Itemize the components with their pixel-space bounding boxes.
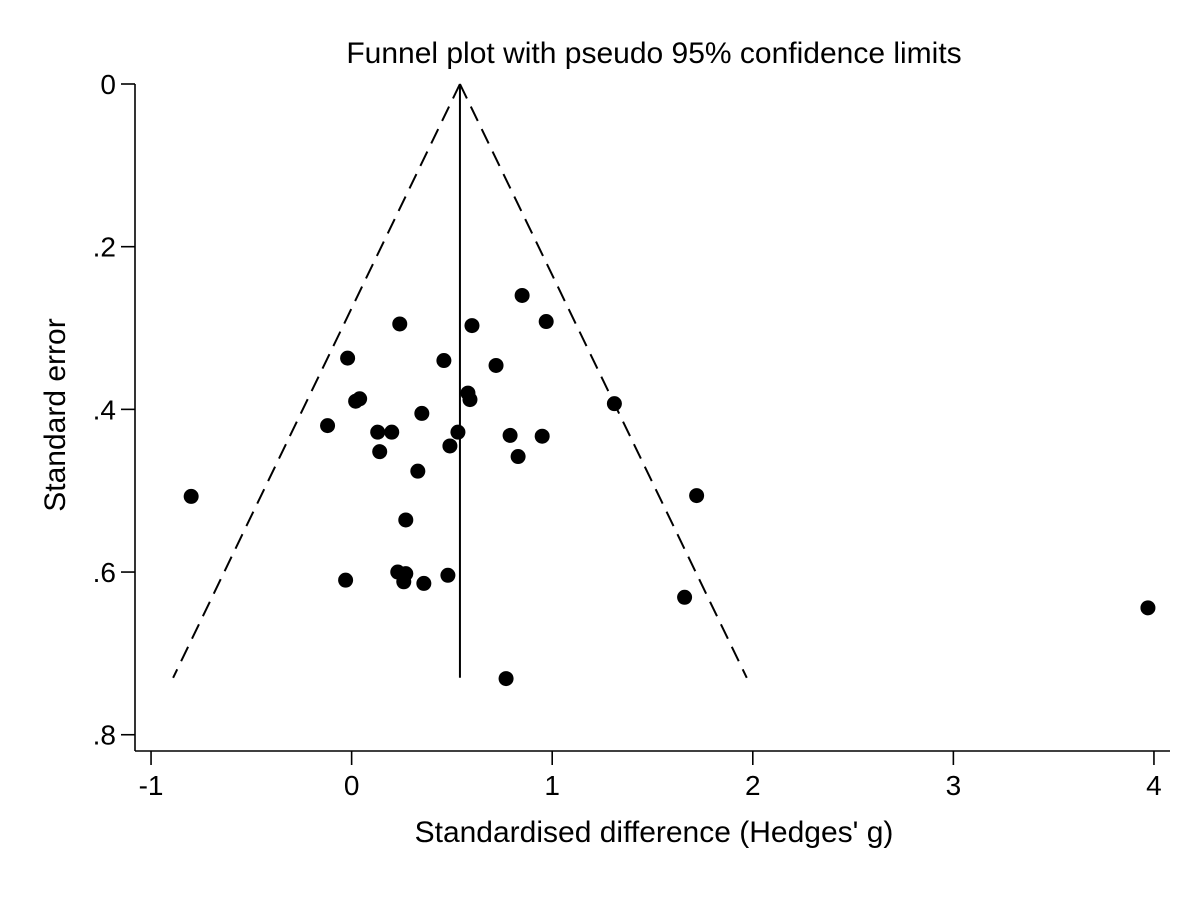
data-point — [396, 574, 412, 590]
data-point — [510, 449, 526, 465]
y-tick-label: .2 — [93, 232, 116, 263]
data-point — [320, 418, 336, 434]
x-tick-label: 2 — [745, 770, 761, 801]
axes: -1 0 1 2 3 4 0 .2 .4 .6 .8 — [93, 69, 1170, 801]
y-tick-label: .4 — [93, 394, 116, 425]
x-tick-label: 0 — [344, 770, 360, 801]
x-tick-label: 1 — [544, 770, 560, 801]
data-point — [370, 424, 386, 440]
data-point — [689, 488, 705, 504]
data-point — [464, 318, 480, 334]
data-point — [502, 427, 518, 443]
data-point — [442, 438, 458, 454]
data-point — [606, 396, 622, 412]
data-point — [677, 589, 693, 605]
data-point — [384, 424, 400, 440]
data-point — [416, 575, 432, 591]
y-tick-label: .6 — [93, 557, 116, 588]
x-axis-label: Standardised difference (Hedges' g) — [415, 816, 894, 849]
x-tick-label: -1 — [139, 770, 164, 801]
data-point — [338, 572, 354, 588]
data-points — [183, 287, 1156, 687]
data-point — [372, 444, 388, 460]
data-point — [352, 391, 368, 407]
chart-title: Funnel plot with pseudo 95% confidence l… — [346, 37, 961, 70]
upper-confidence-limit — [459, 83, 748, 679]
data-point — [436, 353, 452, 369]
x-tick-label: 3 — [946, 770, 962, 801]
data-point — [410, 463, 426, 479]
data-point — [414, 405, 430, 421]
data-point — [450, 424, 466, 440]
y-tick-label: .8 — [93, 720, 116, 751]
data-point — [488, 357, 504, 373]
lower-confidence-limit — [172, 83, 461, 679]
data-point — [440, 567, 456, 583]
data-point — [462, 392, 478, 408]
data-point — [498, 671, 514, 687]
y-tick-label: 0 — [100, 69, 116, 100]
y-axis-label: Standard error — [39, 318, 72, 511]
data-point — [392, 316, 408, 332]
data-point — [183, 488, 199, 504]
data-point — [514, 287, 530, 303]
data-point — [538, 314, 554, 330]
data-point — [398, 512, 414, 528]
data-point — [1140, 600, 1156, 616]
data-point — [534, 428, 550, 444]
x-tick-label: 4 — [1146, 770, 1162, 801]
confidence-limits — [172, 83, 748, 679]
data-point — [340, 350, 356, 366]
